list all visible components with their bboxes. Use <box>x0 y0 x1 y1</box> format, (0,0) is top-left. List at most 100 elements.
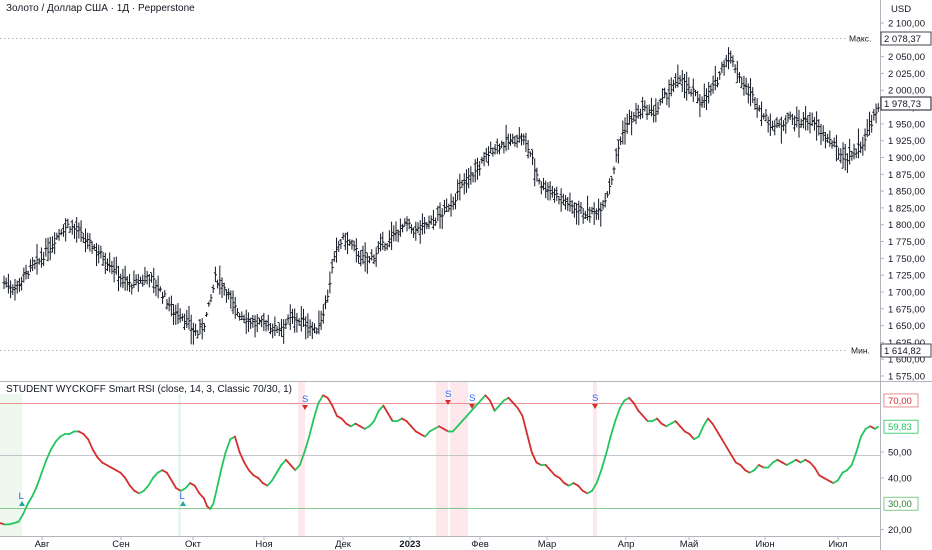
price-bar <box>394 221 398 242</box>
price-bar <box>665 92 669 106</box>
price-bar <box>515 134 519 148</box>
price-bar <box>28 259 33 273</box>
price-bar <box>24 264 28 280</box>
price-axis[interactable]: 2 100,002 075,002 050,002 025,002 000,00… <box>880 19 925 383</box>
symbol-title[interactable]: Золото / Доллар США · 1Д · Pepperstone <box>6 3 195 14</box>
price-bar <box>163 290 167 297</box>
price-bar <box>193 323 198 336</box>
rsi-segment <box>846 464 853 472</box>
price-bar <box>634 102 638 125</box>
rsi-segment <box>702 417 709 428</box>
price-bar <box>372 254 376 265</box>
price-bar <box>94 243 99 267</box>
price-bar <box>458 173 462 201</box>
rsi-segment <box>54 435 62 443</box>
price-bar <box>456 179 460 201</box>
time-axis[interactable]: Авг Сен Окт Ноя Дек 2023 Фев Мар Апр Май Июн Июл <box>35 536 848 550</box>
price-bar <box>238 312 242 321</box>
price-bar <box>229 290 233 309</box>
price-bar <box>385 243 389 251</box>
rsi-segment <box>642 415 649 423</box>
rsi-segment <box>475 399 482 407</box>
price-bar <box>685 71 689 101</box>
rsi-segment <box>142 484 150 492</box>
rsi-segment <box>124 477 131 487</box>
price-bar <box>180 313 184 322</box>
price-bar <box>863 128 867 151</box>
rsi-tick-label: 50,00 <box>888 448 912 459</box>
price-bar <box>720 61 724 74</box>
rsi-segment <box>730 453 737 464</box>
price-bar <box>378 233 383 252</box>
rsi-segment <box>456 420 464 428</box>
price-bar <box>383 243 387 252</box>
price-bar <box>711 75 715 94</box>
price-bar <box>101 252 105 266</box>
price-bar <box>511 133 515 145</box>
price-bar <box>616 139 621 164</box>
signal-band-1 <box>178 394 181 536</box>
rsi-segment <box>22 502 29 515</box>
price-bar <box>268 322 273 335</box>
price-bar <box>801 112 805 129</box>
rsi-segment <box>632 402 640 412</box>
price-bar <box>99 245 103 259</box>
price-bar <box>830 140 834 149</box>
price-bar <box>467 168 471 189</box>
price-bar <box>361 245 365 265</box>
price-bar <box>367 256 372 264</box>
price-bar <box>169 295 173 317</box>
price-bar <box>493 143 497 155</box>
price-bar <box>577 200 581 226</box>
price-bar <box>808 112 812 134</box>
price-bar <box>330 259 334 274</box>
indicator-title[interactable]: STUDENT WYCKOFF Smart RSI (close, 14, 3,… <box>6 384 292 395</box>
price-bar <box>755 97 759 118</box>
price-bar <box>396 229 400 243</box>
price-bar <box>319 310 323 330</box>
rsi-segment <box>461 415 468 423</box>
rsi-segment <box>595 469 603 484</box>
price-bar <box>713 65 717 91</box>
price-bar <box>257 317 262 325</box>
price-bar <box>326 289 330 303</box>
price-bar <box>196 330 200 339</box>
rsi-segment <box>674 420 682 428</box>
price-bar <box>427 215 431 230</box>
signal-bands <box>0 382 597 536</box>
rsi-segment <box>128 484 136 492</box>
price-bar <box>638 108 643 120</box>
price-bar <box>290 308 295 324</box>
price-bar <box>436 205 440 222</box>
rsi-axis[interactable]: 70,00 59,83 50,00 40,00 30,00 20,00 <box>880 393 919 536</box>
time-tick-label: Дек <box>335 539 352 550</box>
price-bar <box>762 113 766 120</box>
price-bar <box>235 308 240 317</box>
price-bar <box>158 286 162 292</box>
price-bar <box>412 227 416 238</box>
price-bar <box>709 84 713 96</box>
price-bar <box>630 111 634 136</box>
price-bar <box>240 311 244 321</box>
price-bar <box>508 133 513 146</box>
rsi-segment <box>280 458 287 466</box>
price-bar <box>643 100 647 112</box>
price-bar <box>821 125 825 142</box>
price-bar <box>588 206 592 223</box>
price-bar <box>832 137 836 148</box>
price-bar <box>799 118 803 128</box>
price-bar <box>79 220 83 242</box>
price-bar <box>619 136 623 146</box>
price-bar <box>451 196 455 211</box>
price-bar <box>39 247 44 268</box>
price-bar <box>438 202 442 229</box>
price-bar <box>513 135 517 147</box>
price-bar <box>839 148 843 164</box>
rsi-segment <box>688 433 695 441</box>
price-bar <box>715 77 720 88</box>
price-bar <box>841 142 845 169</box>
price-bar <box>555 186 559 201</box>
rsi-segment <box>739 464 746 472</box>
price-bar <box>332 251 336 262</box>
